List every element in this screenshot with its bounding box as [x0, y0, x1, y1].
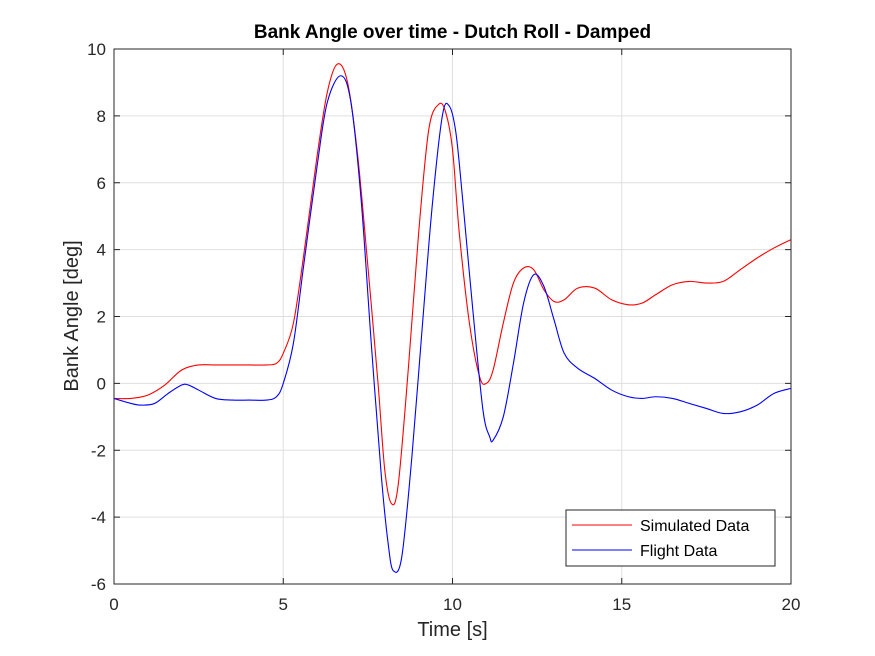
- tick-labels: 0 5 10 15 20 -6 -4 -2 0 2 4 6 8 10: [87, 40, 800, 614]
- y-tick-label: 2: [97, 308, 106, 327]
- x-axis-label: Time [s]: [417, 619, 487, 641]
- chart-title: Bank Angle over time - Dutch Roll - Damp…: [254, 22, 651, 43]
- legend-label-flight-data: Flight Data: [640, 543, 717, 560]
- y-tick-label: -2: [91, 441, 106, 460]
- x-tick-label: 15: [612, 595, 631, 614]
- y-tick-label: -6: [91, 575, 106, 594]
- legend-box: [565, 509, 776, 567]
- y-tick-label: 10: [87, 40, 106, 59]
- x-tick-label: 5: [279, 595, 288, 614]
- x-tick-label: 10: [443, 595, 462, 614]
- legend: Simulated Data Flight Data: [565, 509, 776, 567]
- y-tick-label: -4: [91, 508, 106, 527]
- y-tick-label: 8: [97, 107, 106, 126]
- y-tick-label: 6: [97, 174, 106, 193]
- flight-data-line: [113, 75, 792, 573]
- series-lines: [113, 63, 792, 573]
- y-tick-label: 0: [97, 374, 106, 393]
- x-tick-label: 20: [782, 595, 801, 614]
- ticks: [113, 48, 792, 585]
- y-axis-label: Bank Angle [deg]: [61, 240, 83, 391]
- simulated-data-line: [113, 63, 792, 506]
- y-tick-label: 4: [97, 241, 106, 260]
- x-tick-label: 0: [109, 595, 118, 614]
- legend-label-simulated-data: Simulated Data: [640, 518, 749, 535]
